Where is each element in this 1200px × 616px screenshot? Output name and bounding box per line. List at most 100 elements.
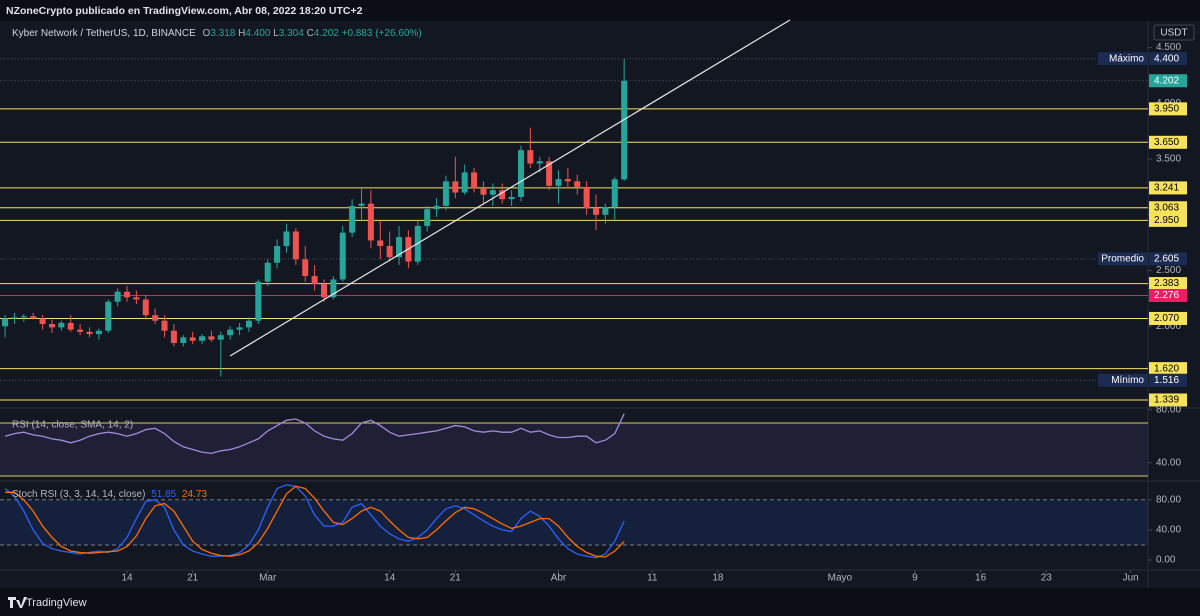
candle-body: [142, 299, 149, 316]
candle-body: [199, 336, 206, 341]
brand-logo: [8, 597, 27, 608]
level-label: 2.950: [1154, 215, 1179, 226]
publisher: NZoneCrypto publicado en TradingView.com…: [6, 5, 363, 17]
candle-body: [564, 179, 571, 182]
x-tick-label: 16: [975, 573, 987, 584]
level-label-box: [1149, 311, 1187, 325]
unit: USDT: [1160, 28, 1187, 39]
marker-name: Máximo: [1109, 53, 1144, 64]
candle-body: [105, 301, 112, 331]
brand: TradingView: [26, 597, 87, 609]
level-label: 2.276: [1154, 290, 1179, 301]
level-label-box: [1149, 201, 1187, 215]
level-label: 3.650: [1154, 137, 1179, 148]
candle-body: [95, 330, 102, 335]
symbol: Kyber Network / TetherUS, 1D, BINANCE: [12, 28, 196, 39]
candle-body: [227, 329, 234, 336]
candle-body: [433, 205, 440, 210]
candle-body: [555, 179, 562, 186]
x-tick-label: 21: [450, 573, 462, 584]
candle-body: [367, 203, 374, 241]
candle-body: [39, 318, 46, 325]
candle-body: [583, 186, 590, 209]
l-label: L: [273, 28, 279, 39]
bottom-bar: [0, 588, 1200, 616]
level-label-box: [1149, 277, 1187, 291]
x-tick-label: Jun: [1123, 573, 1139, 584]
candle-body: [208, 336, 215, 340]
level-label: 1.339: [1154, 395, 1179, 406]
x-tick-label: 18: [712, 573, 724, 584]
candle-body: [30, 316, 37, 319]
candle-body: [302, 259, 309, 277]
y-tick-label: 40.00: [1156, 457, 1181, 468]
candle-body: [377, 240, 384, 246]
candle-body: [508, 196, 515, 200]
candle-body: [236, 327, 243, 330]
candle-body: [189, 337, 196, 341]
candle-body: [283, 231, 290, 246]
y-tick-label: 4.500: [1156, 42, 1181, 53]
level-label: 3.241: [1154, 183, 1179, 194]
candle-body: [349, 205, 356, 233]
o-value: 3.318: [210, 28, 235, 39]
candle-body: [48, 324, 55, 328]
axis-labels: 1421Mar1421Abr1118Mayo91623Jun4.5004.000…: [121, 24, 1195, 584]
c-value: 4.202: [314, 28, 339, 39]
trend-line: [229, 19, 791, 357]
candle-body: [58, 322, 65, 328]
x-tick-label: 11: [647, 573, 658, 584]
candle-body: [499, 190, 506, 200]
c-label: C: [307, 28, 314, 39]
k-value: 51.85: [151, 489, 176, 500]
candle-body: [161, 320, 168, 331]
h-value: 4.400: [245, 28, 270, 39]
x-tick-label: 9: [912, 573, 918, 584]
marker-name-box: [1098, 52, 1148, 66]
candle-body: [461, 172, 468, 193]
unit-box: [1153, 24, 1195, 41]
rsi-title: RSI (14, close, SMA, 14, 2): [12, 420, 133, 431]
level-label: 2.383: [1154, 278, 1179, 289]
marker-name: Mínimo: [1111, 375, 1144, 386]
candle-body: [20, 316, 27, 318]
x-tick-label: Mar: [259, 573, 277, 584]
marker-label: 2.605: [1154, 253, 1179, 264]
x-tick-label: 23: [1041, 573, 1053, 584]
y-tick-label: 40.00: [1156, 525, 1181, 536]
candle-body: [292, 231, 299, 260]
candle-body: [339, 232, 346, 280]
candle-body: [180, 337, 187, 343]
o-label: O: [203, 28, 211, 39]
change: +0.883 (+26.60%): [342, 28, 422, 39]
stoch-legend: Stoch RSI (3, 3, 14, 14, close) 51.85 24…: [12, 489, 207, 500]
indicator-line: [4, 413, 625, 455]
candle-body: [2, 318, 9, 327]
plot: [0, 21, 1200, 588]
candle-body: [546, 161, 553, 186]
candle-body: [86, 331, 93, 335]
candle-body: [274, 245, 281, 263]
indicator-line: [5, 485, 625, 558]
level-label-box: [1149, 362, 1187, 376]
level-label: 2.070: [1154, 313, 1179, 324]
level-label: 1.620: [1154, 363, 1179, 374]
level-label-box: [1149, 135, 1187, 149]
l-value: 3.304: [279, 28, 304, 39]
marker-name-box: [1098, 252, 1148, 266]
candle-body: [621, 80, 628, 180]
level-label: 3.950: [1154, 104, 1179, 115]
y-tick-label: 0.00: [1156, 555, 1176, 566]
x-tick-label: 14: [121, 573, 133, 584]
candle-body: [386, 245, 393, 258]
candle-body: [527, 150, 534, 164]
candle-body: [517, 150, 524, 197]
y-tick-label: 80.00: [1156, 404, 1181, 415]
y-tick-label: 2.500: [1156, 265, 1181, 276]
level-label-box: [1149, 181, 1187, 195]
candle-body: [124, 291, 131, 298]
d-value: 24.73: [182, 489, 207, 500]
level-label-box: [1149, 289, 1187, 303]
